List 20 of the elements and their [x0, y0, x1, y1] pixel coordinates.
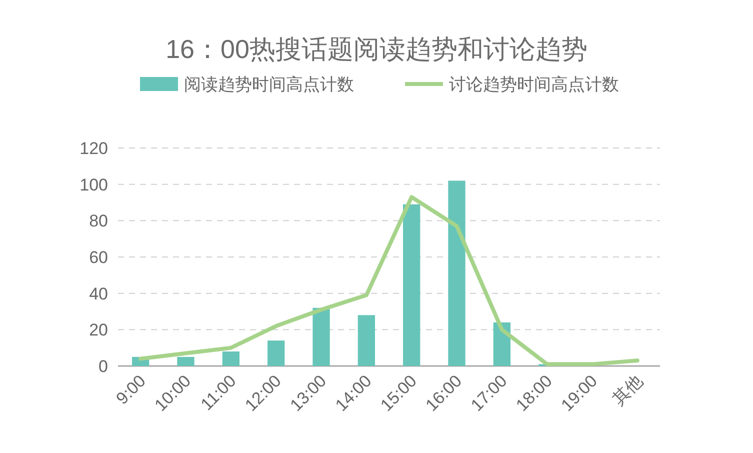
x-tick-label: 9:00	[112, 371, 150, 408]
y-tick-label: 120	[80, 139, 108, 158]
bar	[358, 315, 375, 366]
y-tick-label: 100	[80, 175, 108, 194]
chart-title: 16：00热搜话题阅读趋势和讨论趋势	[166, 34, 588, 64]
y-tick-label: 80	[89, 212, 108, 231]
line-series	[138, 195, 640, 366]
x-tick-label: 其他	[608, 371, 646, 409]
bar	[403, 204, 420, 366]
y-tick-label: 60	[89, 248, 108, 267]
bar	[448, 180, 466, 366]
y-tick-label: 0	[98, 357, 108, 376]
y-tick-label: 20	[89, 320, 108, 340]
bar	[268, 340, 285, 366]
bar	[222, 351, 240, 366]
legend-label: 讨论趋势时间高点计数	[449, 75, 619, 94]
bar	[177, 356, 194, 366]
y-tick-label: 40	[89, 284, 108, 304]
bar	[312, 308, 330, 366]
legend-label: 阅读趋势时间高点计数	[184, 75, 354, 94]
